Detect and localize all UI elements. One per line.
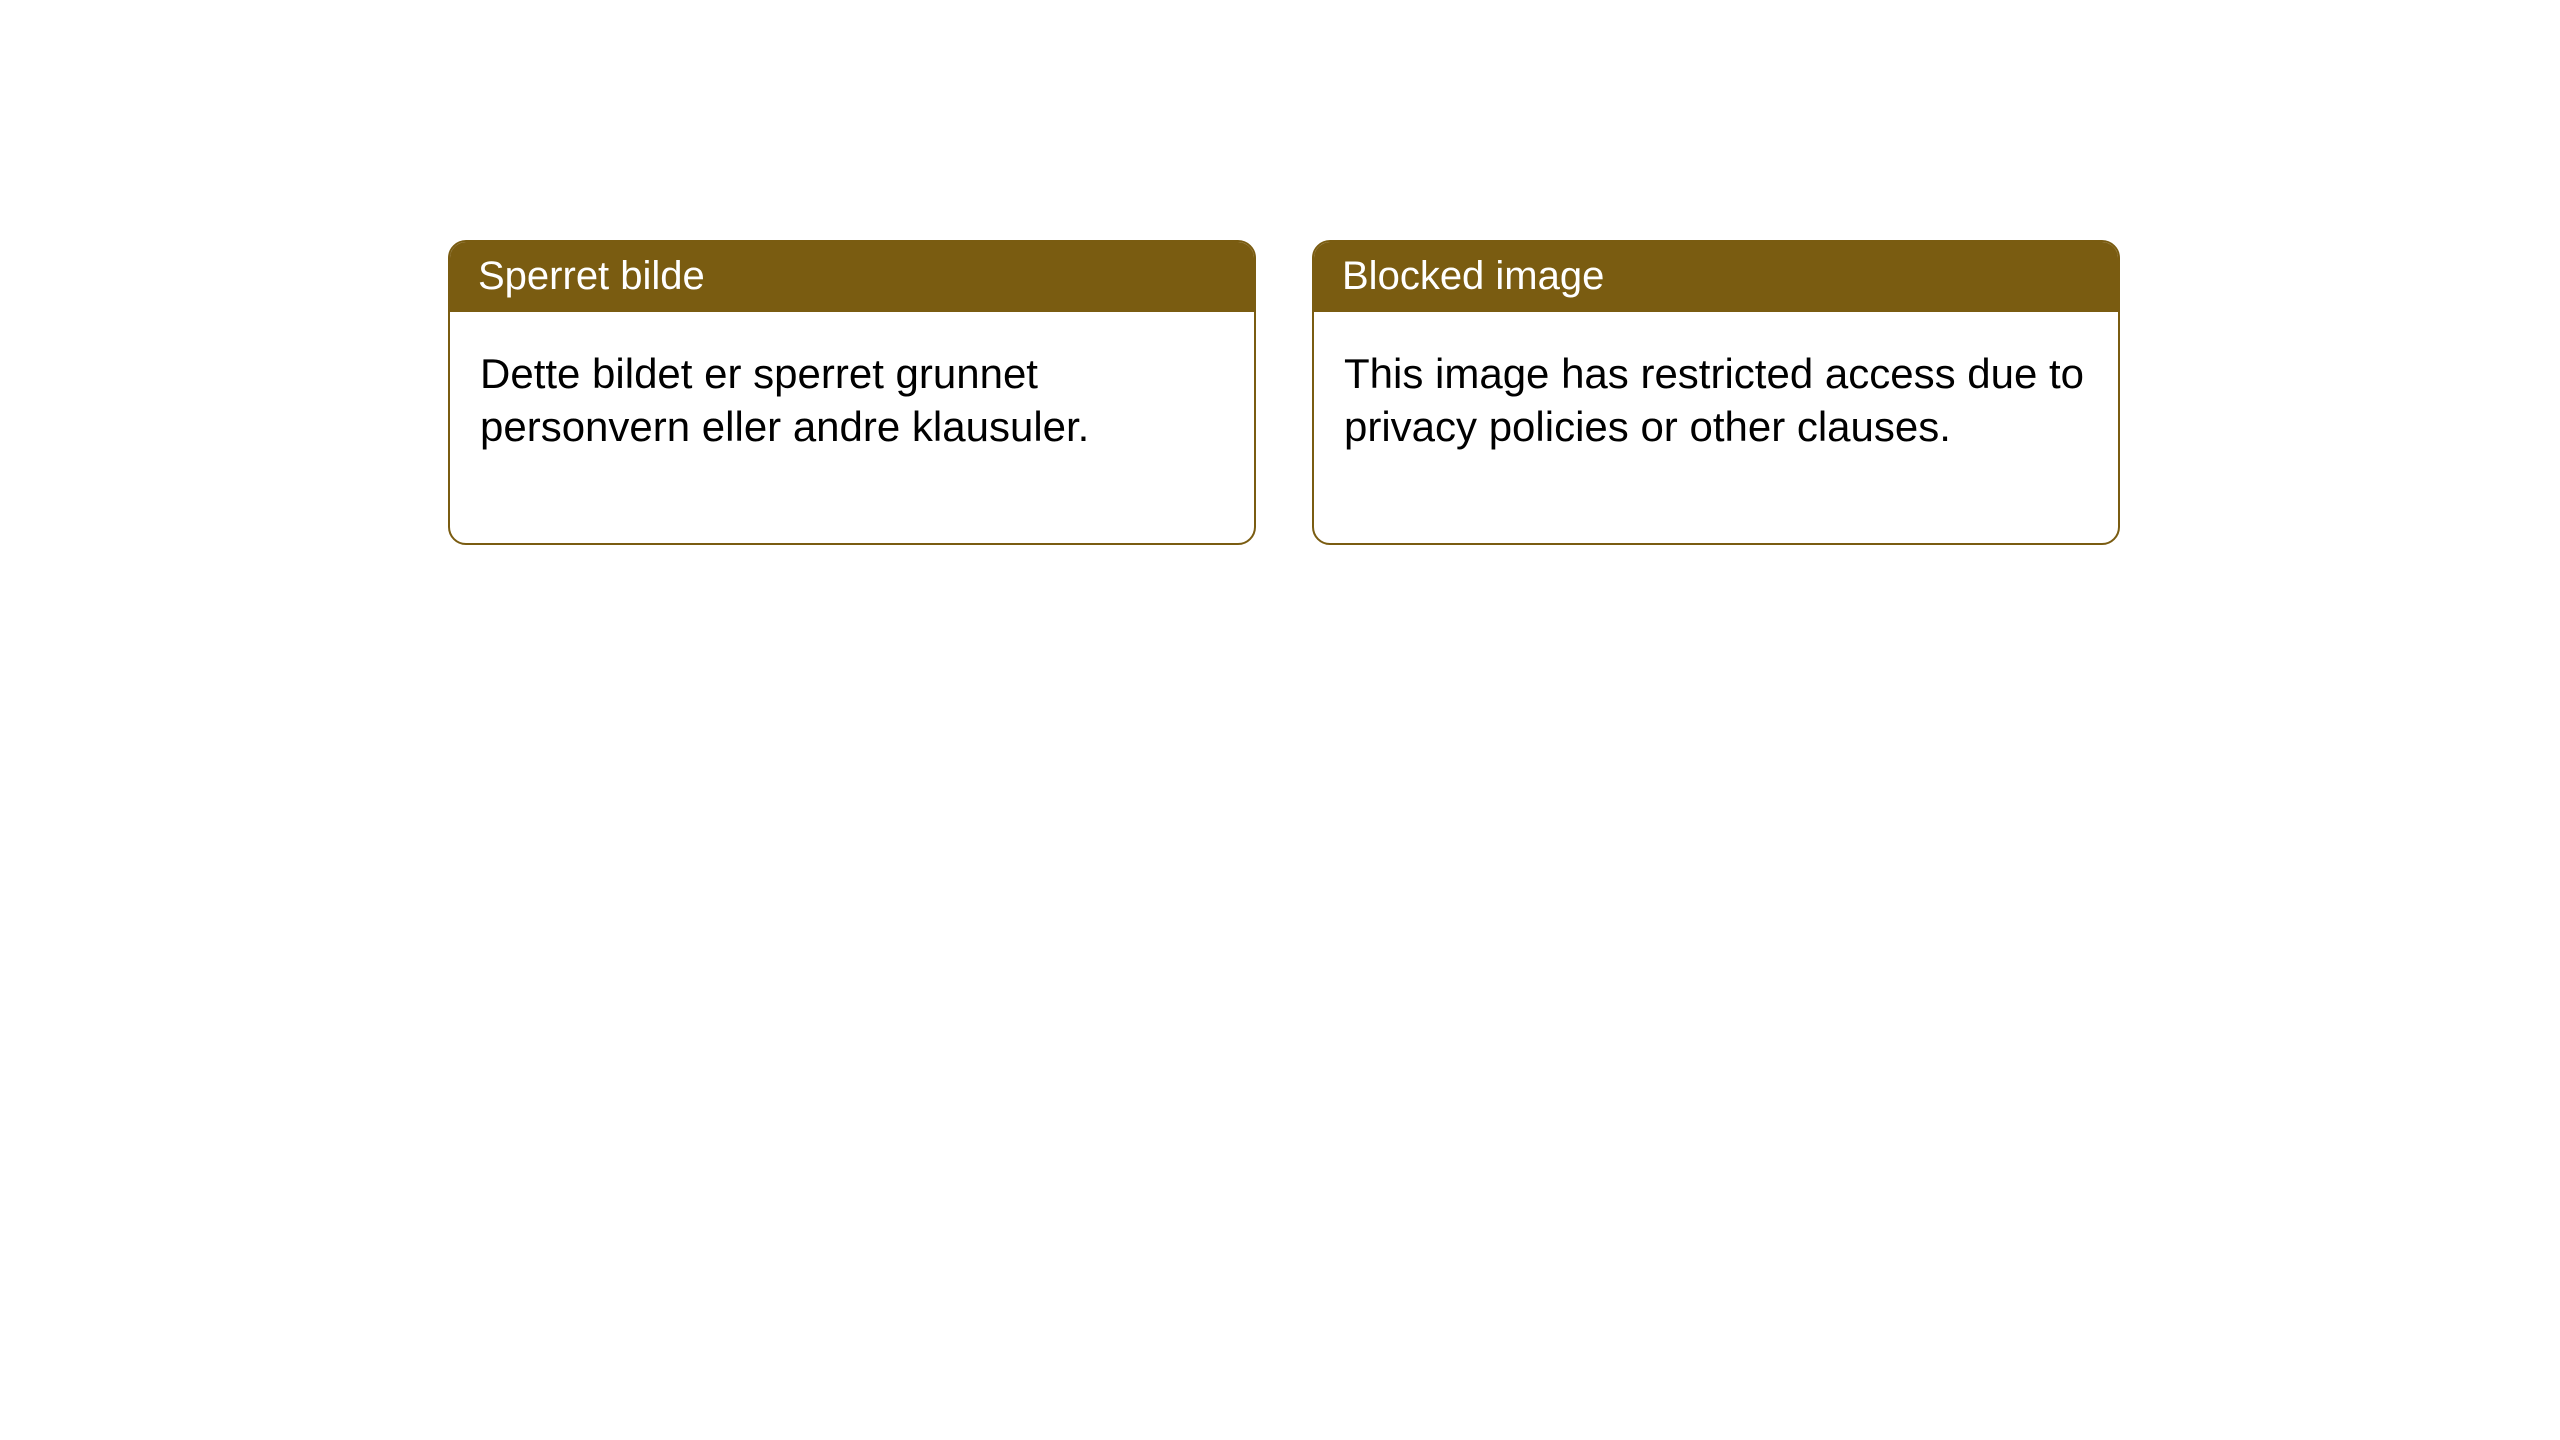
blocked-image-card-no: Sperret bilde Dette bildet er sperret gr…	[448, 240, 1256, 545]
notice-cards-container: Sperret bilde Dette bildet er sperret gr…	[0, 0, 2560, 545]
card-title-en: Blocked image	[1314, 242, 2118, 312]
card-body-en: This image has restricted access due to …	[1314, 312, 2118, 543]
card-title-no: Sperret bilde	[450, 242, 1254, 312]
card-body-no: Dette bildet er sperret grunnet personve…	[450, 312, 1254, 543]
blocked-image-card-en: Blocked image This image has restricted …	[1312, 240, 2120, 545]
